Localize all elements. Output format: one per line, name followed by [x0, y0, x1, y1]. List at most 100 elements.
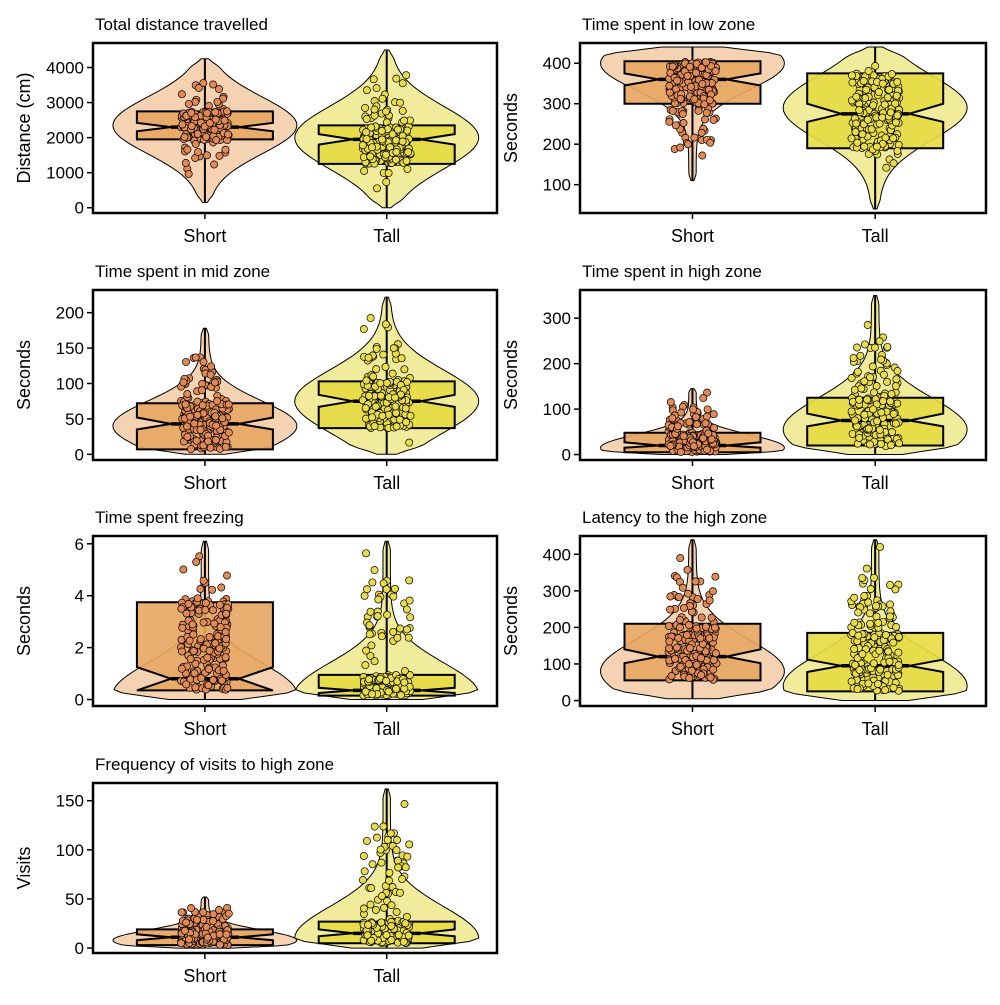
- data-point: [879, 397, 888, 406]
- data-point: [392, 422, 401, 431]
- group-short: [112, 58, 298, 203]
- data-point: [878, 113, 887, 122]
- data-point: [386, 829, 395, 838]
- data-point: [190, 419, 199, 428]
- y-tick-label: 150: [56, 339, 84, 358]
- data-point: [358, 396, 367, 405]
- y-axis-label: Seconds: [501, 340, 521, 410]
- data-point: [384, 169, 393, 178]
- y-tick-label: 4000: [46, 59, 84, 78]
- y-tick-label: 4: [75, 587, 84, 606]
- data-point: [197, 674, 206, 683]
- data-point: [396, 691, 405, 700]
- data-point: [392, 74, 401, 83]
- x-tick-label: Tall: [862, 473, 889, 493]
- chart-title: Time spent in mid zone: [95, 262, 270, 281]
- data-point: [701, 58, 710, 67]
- data-point: [705, 596, 714, 605]
- data-point: [203, 151, 211, 160]
- data-point: [202, 132, 211, 141]
- data-point: [847, 677, 856, 686]
- data-point: [672, 643, 681, 652]
- group-tall: [782, 46, 968, 210]
- data-point: [849, 354, 858, 363]
- data-point: [202, 923, 211, 931]
- data-point: [703, 445, 711, 454]
- data-point: [183, 422, 192, 431]
- data-point: [886, 397, 895, 406]
- data-point: [866, 619, 875, 628]
- y-tick-label: 1000: [46, 164, 84, 183]
- x-tick-label: Short: [671, 719, 714, 739]
- data-point: [367, 123, 376, 132]
- data-point: [864, 679, 873, 688]
- y-axis-label: Seconds: [501, 93, 521, 163]
- data-point: [701, 419, 710, 428]
- plot-frame: [91, 288, 499, 462]
- group-short: [599, 388, 786, 457]
- data-point: [392, 408, 400, 417]
- data-point: [673, 76, 682, 85]
- data-point: [388, 130, 397, 139]
- data-point: [367, 641, 376, 650]
- data-point: [385, 876, 393, 885]
- group-tall: [294, 540, 479, 700]
- data-point: [853, 367, 862, 376]
- data-point: [362, 376, 371, 385]
- data-point: [391, 393, 399, 402]
- data-point: [213, 397, 222, 406]
- data-point: [699, 394, 708, 403]
- data-point: [875, 425, 884, 434]
- y-tick-label: 100: [56, 375, 84, 394]
- data-point: [223, 683, 232, 692]
- data-point: [402, 156, 411, 165]
- chart-title: Total distance travelled: [95, 15, 268, 34]
- data-point: [665, 88, 674, 97]
- data-point: [685, 418, 694, 427]
- data-point: [203, 109, 212, 118]
- data-point: [381, 362, 390, 371]
- data-point: [876, 542, 884, 551]
- data-point: [179, 565, 188, 574]
- data-point: [671, 121, 680, 130]
- data-point: [381, 150, 390, 159]
- data-point: [895, 633, 903, 641]
- data-point: [224, 400, 233, 409]
- plot-frame: [578, 41, 988, 215]
- data-point: [201, 605, 210, 614]
- data-point: [687, 666, 696, 675]
- data-point: [382, 107, 390, 116]
- data-point: [183, 432, 192, 441]
- data-point: [224, 130, 232, 139]
- data-point: [209, 80, 218, 89]
- data-point: [878, 79, 887, 88]
- data-point: [874, 88, 883, 97]
- data-point: [889, 638, 898, 647]
- data-point: [883, 377, 892, 386]
- data-point: [358, 876, 367, 884]
- data-point: [863, 115, 872, 124]
- data-point: [392, 148, 401, 156]
- data-point: [891, 118, 900, 127]
- data-point: [683, 71, 692, 80]
- data-point: [848, 78, 857, 87]
- data-point: [221, 442, 230, 451]
- data-point: [396, 98, 405, 107]
- data-point: [877, 439, 885, 448]
- data-point: [668, 106, 677, 115]
- data-point: [860, 340, 869, 349]
- data-point: [392, 684, 401, 693]
- data-point: [405, 596, 414, 605]
- data-point: [209, 910, 218, 919]
- data-point: [177, 604, 186, 613]
- data-point: [854, 608, 863, 617]
- data-point: [406, 613, 415, 622]
- y-tick-label: 200: [543, 618, 571, 637]
- data-point: [703, 405, 712, 414]
- data-point: [185, 935, 193, 944]
- data-point: [404, 931, 413, 940]
- data-point: [370, 566, 379, 575]
- data-point: [182, 357, 190, 366]
- x-tick-label: Short: [183, 226, 226, 246]
- data-point: [887, 390, 896, 398]
